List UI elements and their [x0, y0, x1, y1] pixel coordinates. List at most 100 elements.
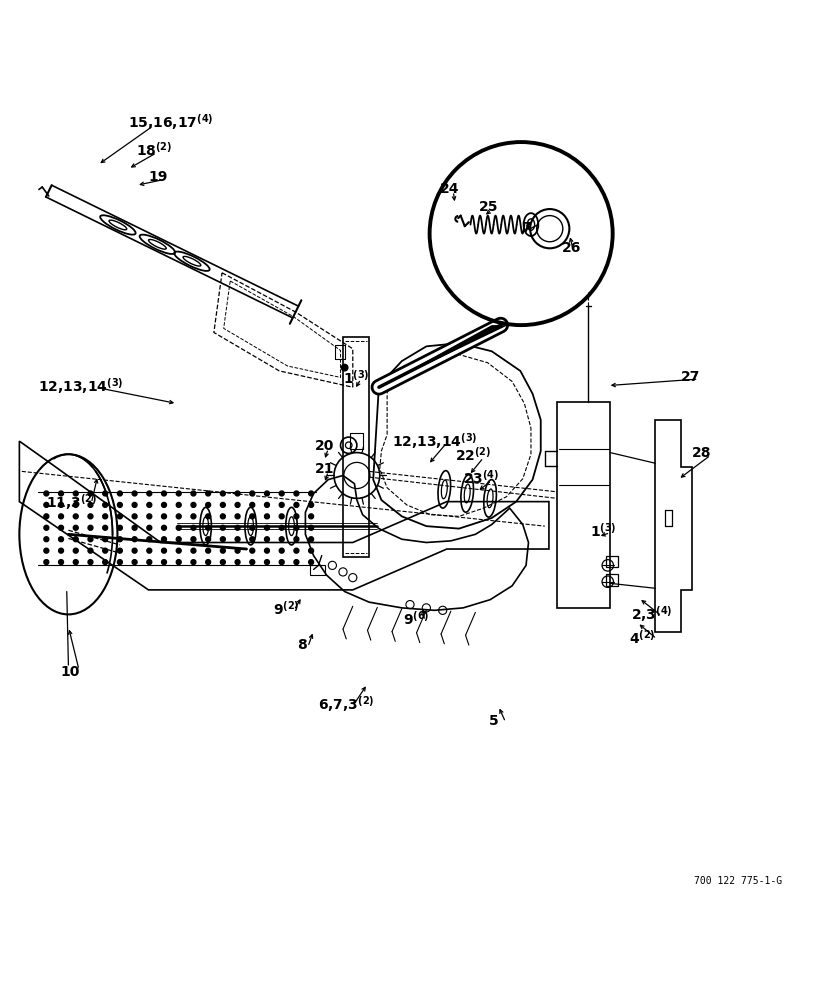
Circle shape	[132, 525, 137, 530]
Text: 6,7,3$^{\mathbf{(2)}}$: 6,7,3$^{\mathbf{(2)}}$	[318, 694, 374, 714]
Circle shape	[73, 537, 78, 542]
Circle shape	[176, 525, 181, 530]
Circle shape	[58, 491, 63, 496]
Circle shape	[191, 502, 196, 507]
Circle shape	[235, 502, 240, 507]
Text: 18$^{\mathbf{(2)}}$: 18$^{\mathbf{(2)}}$	[136, 141, 172, 159]
Circle shape	[191, 560, 196, 565]
Circle shape	[308, 491, 313, 496]
Circle shape	[206, 502, 210, 507]
Circle shape	[73, 514, 78, 519]
Circle shape	[44, 525, 48, 530]
Circle shape	[117, 491, 122, 496]
Text: 4$^{\mathbf{(2)}}$: 4$^{\mathbf{(2)}}$	[628, 628, 655, 646]
Text: 22$^{\mathbf{(2)}}$: 22$^{\mathbf{(2)}}$	[455, 446, 491, 464]
Circle shape	[161, 548, 166, 553]
Circle shape	[117, 560, 122, 565]
Circle shape	[235, 514, 240, 519]
Circle shape	[176, 514, 181, 519]
Circle shape	[161, 514, 166, 519]
Circle shape	[341, 364, 347, 371]
Circle shape	[132, 502, 137, 507]
Circle shape	[250, 560, 255, 565]
Circle shape	[117, 514, 122, 519]
Circle shape	[44, 502, 48, 507]
Circle shape	[58, 537, 63, 542]
Circle shape	[147, 560, 152, 565]
Circle shape	[102, 502, 107, 507]
Polygon shape	[378, 325, 508, 387]
Text: 1$^{\mathbf{(3)}}$: 1$^{\mathbf{(3)}}$	[589, 522, 616, 540]
Circle shape	[206, 525, 210, 530]
Text: 23$^{\mathbf{(4)}}$: 23$^{\mathbf{(4)}}$	[463, 469, 499, 487]
Circle shape	[147, 514, 152, 519]
Text: 11,3$^{\mathbf{(2)}}$: 11,3$^{\mathbf{(2)}}$	[47, 492, 97, 512]
Circle shape	[308, 537, 313, 542]
Circle shape	[308, 525, 313, 530]
Text: 8: 8	[296, 638, 306, 652]
Circle shape	[191, 537, 196, 542]
Text: 9$^{\mathbf{(2)}}$: 9$^{\mathbf{(2)}}$	[273, 600, 299, 618]
Circle shape	[279, 525, 284, 530]
Circle shape	[44, 560, 48, 565]
Circle shape	[308, 548, 313, 553]
Circle shape	[132, 491, 137, 496]
Circle shape	[279, 548, 284, 553]
Circle shape	[293, 560, 298, 565]
Circle shape	[206, 514, 210, 519]
Circle shape	[147, 525, 152, 530]
Circle shape	[279, 537, 284, 542]
Circle shape	[117, 525, 122, 530]
Circle shape	[293, 525, 298, 530]
Circle shape	[293, 491, 298, 496]
Circle shape	[206, 537, 210, 542]
Text: 700 122 775-1-G: 700 122 775-1-G	[693, 876, 781, 886]
Circle shape	[250, 514, 255, 519]
Circle shape	[88, 491, 93, 496]
Text: 9$^{\mathbf{(6)}}$: 9$^{\mathbf{(6)}}$	[403, 610, 429, 627]
Circle shape	[73, 525, 78, 530]
Circle shape	[117, 502, 122, 507]
Text: 19: 19	[148, 170, 168, 184]
Text: 27: 27	[681, 370, 700, 384]
Circle shape	[102, 491, 107, 496]
Circle shape	[88, 502, 93, 507]
Circle shape	[235, 548, 240, 553]
Circle shape	[235, 525, 240, 530]
Circle shape	[206, 560, 210, 565]
Text: 12,13,14$^{\mathbf{(3)}}$: 12,13,14$^{\mathbf{(3)}}$	[38, 376, 124, 396]
Circle shape	[161, 560, 166, 565]
Circle shape	[279, 560, 284, 565]
Circle shape	[206, 491, 210, 496]
Circle shape	[147, 491, 152, 496]
Circle shape	[235, 491, 240, 496]
Circle shape	[102, 525, 107, 530]
Circle shape	[132, 548, 137, 553]
Circle shape	[176, 502, 181, 507]
Circle shape	[279, 502, 284, 507]
Circle shape	[117, 548, 122, 553]
Text: 5: 5	[489, 714, 499, 728]
Circle shape	[58, 502, 63, 507]
Circle shape	[132, 537, 137, 542]
Circle shape	[293, 502, 298, 507]
Circle shape	[176, 548, 181, 553]
Circle shape	[176, 491, 181, 496]
Circle shape	[58, 560, 63, 565]
Circle shape	[102, 548, 107, 553]
Circle shape	[220, 548, 225, 553]
Circle shape	[220, 537, 225, 542]
Circle shape	[88, 525, 93, 530]
Circle shape	[58, 514, 63, 519]
Circle shape	[265, 525, 269, 530]
Text: 21: 21	[314, 462, 333, 476]
Circle shape	[265, 491, 269, 496]
Circle shape	[73, 502, 78, 507]
Circle shape	[308, 560, 313, 565]
Text: 28: 28	[691, 446, 711, 460]
Circle shape	[220, 560, 225, 565]
Circle shape	[250, 502, 255, 507]
Circle shape	[220, 525, 225, 530]
Circle shape	[161, 502, 166, 507]
Circle shape	[44, 537, 48, 542]
